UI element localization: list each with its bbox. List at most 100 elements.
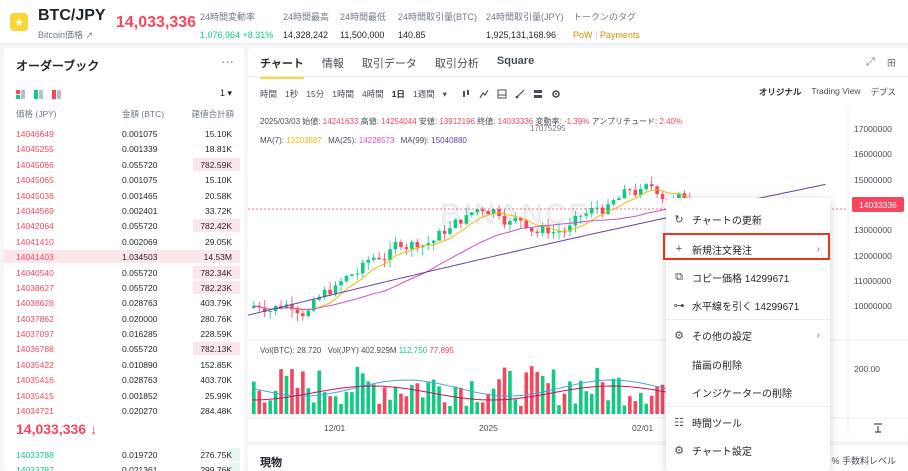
grid-layout-icon[interactable]: ⊞ — [886, 57, 896, 69]
context-menu-item[interactable]: + 新規注文発注 › — [666, 235, 830, 263]
menu-item-icon: ⚙ — [674, 329, 684, 342]
candle-body — [262, 307, 267, 313]
orderbook-row[interactable]: 14042064 0.055720 782.42K — [4, 218, 244, 233]
orderbook-row[interactable]: 14035415 0.001852 25.99K — [4, 388, 244, 403]
vol-btc-label: Vol(BTC): — [260, 346, 295, 355]
context-menu-item[interactable]: 描画の削除 — [666, 350, 830, 378]
volume-bar — [420, 397, 425, 414]
pair-subtitle-link[interactable]: Bitcoin価格 ↗ — [38, 30, 94, 40]
fee-level-link[interactable]: % 手数料レベル — [831, 456, 896, 466]
view-both-icon[interactable] — [16, 90, 25, 99]
interval-1h[interactable]: 1時間 — [332, 89, 354, 99]
stat-label: 24時間取引量(JPY) — [486, 12, 564, 22]
more-options-icon[interactable]: ··· — [221, 54, 234, 69]
tab-chart[interactable]: チャート — [260, 55, 304, 79]
interval-time[interactable]: 時間 — [260, 89, 278, 99]
orderbook-row[interactable]: 14036788 0.055720 782.13K — [4, 341, 244, 356]
context-menu-item[interactable]: ☷ 時間ツール — [666, 408, 830, 436]
view-depth[interactable]: デプス — [870, 87, 896, 97]
context-menu-item[interactable]: ⚙ その他の設定 › — [666, 321, 830, 349]
orderbook-row[interactable]: 14037097 0.016285 228.59K — [4, 326, 244, 341]
volume-bar — [486, 393, 490, 414]
interval-15m[interactable]: 15分 — [306, 89, 325, 99]
view-tradingview[interactable]: Trading View — [811, 86, 861, 96]
context-menu-item[interactable]: ↻ チャートの更新 — [666, 205, 830, 233]
stat-label: 24時間変動率 — [200, 12, 256, 22]
tag-pow[interactable]: PoW — [573, 30, 593, 40]
interval-1s[interactable]: 1秒 — [285, 89, 299, 99]
orderbook-row[interactable]: 14045036 0.001465 20.58K — [4, 188, 244, 203]
precision-select[interactable]: 1 ▾ — [219, 88, 232, 98]
compare-icon[interactable] — [497, 89, 507, 99]
tab-square[interactable]: Square — [496, 55, 535, 67]
candle-body — [568, 225, 572, 232]
interval-4h[interactable]: 4時間 — [361, 89, 384, 99]
orderbook-row[interactable]: 14045066 0.055720 782.59K — [4, 157, 244, 172]
orderbook-row[interactable]: 14044569 0.002401 33.72K — [4, 203, 244, 218]
context-menu-item[interactable]: ⧉ コピー価格 14299671 — [666, 263, 830, 291]
candle-body — [399, 242, 403, 248]
row-amount: 0.002069 — [122, 236, 158, 247]
orderbook-row[interactable]: 14037862 0.020000 280.76K — [4, 311, 244, 326]
expand-icon[interactable]: ⤢ — [865, 56, 875, 68]
stat-label: トークンのタグ — [573, 12, 637, 22]
y-tick-label: 13000000 — [854, 225, 892, 236]
orderbook-row[interactable]: 14034721 0.020270 284.48K — [4, 403, 244, 418]
context-menu-item[interactable]: ⊶ 水平線を引く 14299671 — [666, 291, 830, 319]
context-menu-item[interactable]: インジケーターの削除 — [666, 378, 830, 406]
market-header: ★ BTC/JPY Bitcoin価格 ↗ 14,033,336 24時間変動率… — [0, 0, 908, 44]
volume-bar — [262, 402, 267, 414]
orderbook-row[interactable]: 14035422 0.010890 152.85K — [4, 357, 244, 372]
interval-1w[interactable]: 1週間 — [412, 89, 435, 99]
col-price: 価格 (JPY) — [16, 109, 57, 119]
interval-1d[interactable]: 1日 — [391, 89, 405, 99]
row-amount: 0.021361 — [122, 465, 158, 471]
orderbook-row[interactable]: 14045255 0.001339 18.81K — [4, 141, 244, 156]
volume-bar — [557, 405, 561, 414]
volume-bar — [377, 403, 381, 414]
volume-bar — [388, 399, 392, 414]
interval-more[interactable]: ▾ — [442, 88, 447, 99]
candle-body — [415, 241, 420, 248]
orderbook-row[interactable]: 14041410 0.002069 29.05K — [4, 234, 244, 249]
orderbook-row[interactable]: 14035416 0.028763 403.70K — [4, 372, 244, 387]
orderbook-row[interactable]: 14045065 0.001075 15.10K — [4, 172, 244, 187]
favorite-star-icon[interactable]: ★ — [10, 13, 28, 31]
orderbook-row[interactable]: 14033788 0.019720 276.75K — [4, 447, 244, 462]
orderbook-row[interactable]: 14040540 0.055720 782.34K — [4, 265, 244, 280]
view-original[interactable]: オリジナル — [758, 87, 802, 97]
tab-trade-analysis[interactable]: 取引分析 — [434, 58, 479, 70]
submenu-arrow-icon: › — [816, 243, 820, 255]
view-bids-icon[interactable] — [34, 90, 43, 99]
indicator-icon[interactable] — [479, 89, 489, 99]
tab-info[interactable]: 情報 — [321, 58, 344, 70]
orderbook-row[interactable]: 14038627 0.055720 782.23K — [4, 280, 244, 295]
orderbook-row[interactable]: 14046649 0.001075 15.10K — [4, 126, 244, 141]
context-menu-item[interactable]: ⚙ チャート設定 — [666, 436, 830, 464]
orderbook-row[interactable]: 14041403 1.034503 14.53M — [4, 249, 244, 264]
chart-settings-gear-icon[interactable] — [551, 89, 561, 99]
row-total: 25.99K — [205, 390, 232, 401]
layout-icon[interactable] — [533, 89, 543, 99]
axis-settings-icon[interactable] — [872, 422, 884, 434]
orderbook-row[interactable]: 14038626 0.028763 403.79K — [4, 295, 244, 310]
row-total: 299.76K — [200, 465, 232, 471]
view-mode-switch: オリジナル Trading View デプス — [759, 86, 896, 98]
stat-24h-low: 24時間最低 11,500,000 — [340, 10, 386, 40]
candle-body — [290, 304, 294, 310]
menu-item-label: 新規注文発注 — [692, 245, 752, 257]
tag-payments[interactable]: Payments — [599, 30, 640, 40]
mid-price[interactable]: 14,033,336 ↓ — [16, 421, 97, 437]
submenu-arrow-icon: › — [816, 329, 820, 341]
stat-24h-volume-btc: 24時間取引量(BTC) 140.85 — [398, 10, 477, 40]
candle-body — [301, 313, 305, 317]
orderbook-row[interactable]: 14033787 0.021361 299.76K — [4, 462, 244, 471]
drawing-tools-icon[interactable] — [515, 89, 525, 99]
view-asks-icon[interactable] — [52, 90, 61, 99]
volume-bar — [437, 386, 441, 414]
tab-trade-data[interactable]: 取引データ — [361, 58, 417, 70]
candle-type-icon[interactable] — [461, 89, 471, 99]
candle-body — [333, 285, 338, 295]
menu-item-label: インジケーターの削除 — [692, 388, 792, 400]
volume-bar — [600, 382, 605, 414]
